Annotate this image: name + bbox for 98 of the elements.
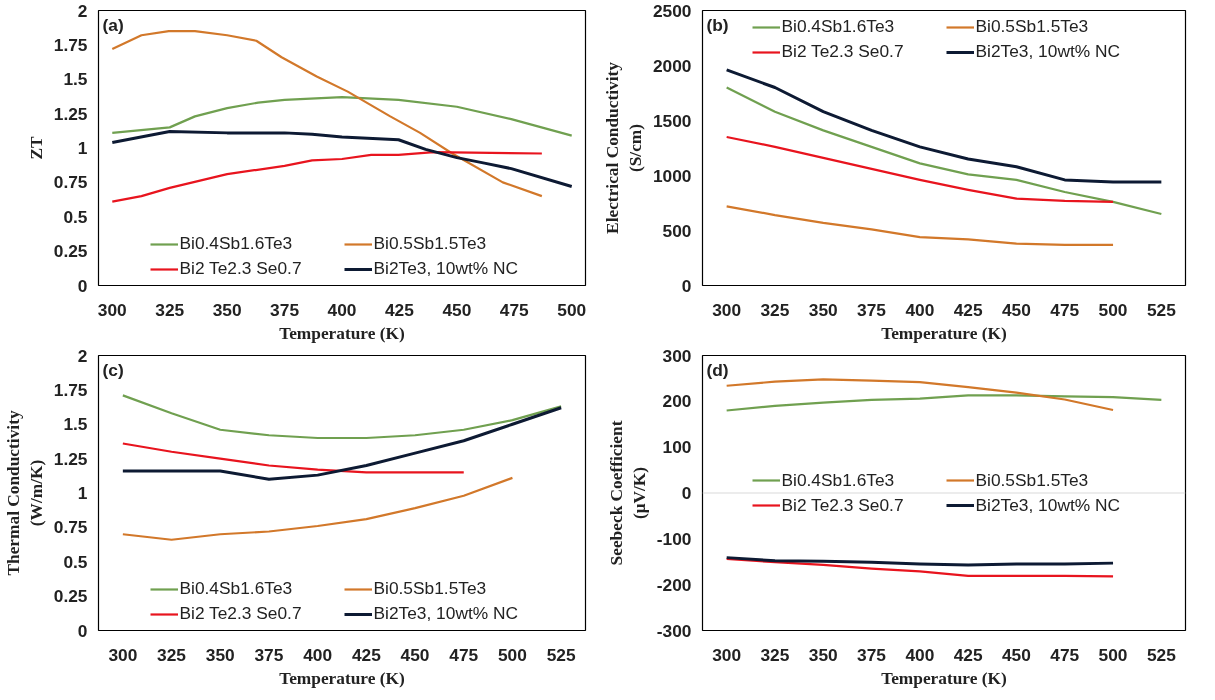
x-tick-label: 475 <box>449 644 479 665</box>
x-tick-label: 400 <box>905 644 935 665</box>
legend-label: Bi0.5Sb1.5Te3 <box>373 233 488 254</box>
x-axis-title: Temperature (K) <box>881 323 1008 343</box>
x-tick-label: 475 <box>1050 644 1080 665</box>
y-tick-label: 0 <box>77 275 88 296</box>
y-tick-label: 1000 <box>652 165 692 186</box>
x-axis-title: Temperature (K) <box>279 323 406 343</box>
x-tick-label: 375 <box>857 644 887 665</box>
x-tick-label: 500 <box>557 299 587 320</box>
x-tick-label: 525 <box>1146 299 1177 320</box>
y-tick-label: 2 <box>77 0 88 21</box>
x-tick-label: 300 <box>108 644 138 665</box>
legend-label: Bi0.4Sb1.6Te3 <box>781 469 896 491</box>
y-tick-label: 300 <box>662 345 692 366</box>
x-tick-label: 500 <box>1098 644 1128 665</box>
y-tick-label: 2 <box>77 345 88 366</box>
y-tick-label: 1 <box>77 138 88 158</box>
x-tick-label: 375 <box>857 299 887 320</box>
legend-label: Bi0.5Sb1.5Te3 <box>975 16 1090 37</box>
legend-label: Bi2 Te2.3 Se0.7 <box>179 603 303 624</box>
legend-label: Bi2 Te2.3 Se0.7 <box>781 41 905 62</box>
legend-label: Bi2 Te2.3 Se0.7 <box>179 258 303 279</box>
y-tick-label: 0 <box>681 483 692 503</box>
x-tick-label: 350 <box>212 299 242 320</box>
y-tick-label: 1.75 <box>53 379 88 400</box>
y-tick-label: -200 <box>656 574 692 595</box>
legend-label: Bi2Te3, 10wt% NC <box>373 258 519 279</box>
x-tick-label: 325 <box>157 644 187 665</box>
x-tick-label: 375 <box>270 299 300 320</box>
x-tick-label: 450 <box>400 644 430 665</box>
y-tick-label: 0.5 <box>63 551 88 572</box>
legend-label: Bi0.5Sb1.5Te3 <box>373 578 488 599</box>
y-tick-label: 0 <box>77 620 88 641</box>
y-tick-label: 1.5 <box>63 69 88 90</box>
y-axis-title: Seebeck Coefficient (μV/K) <box>607 420 649 566</box>
x-tick-label: 450 <box>1001 299 1031 320</box>
y-tick-label: 2500 <box>652 0 692 21</box>
x-tick-label: 425 <box>953 644 983 665</box>
y-tick-label: -100 <box>656 528 692 549</box>
x-tick-label: 400 <box>327 299 357 320</box>
y-axis-title: ZT <box>26 136 46 160</box>
y-axis-title: Electrical Conductivity (S/cm) <box>603 61 645 234</box>
x-axis-title: Temperature (K) <box>279 668 406 688</box>
y-tick-label: 1.5 <box>63 414 88 435</box>
x-tick-label: 400 <box>303 644 333 665</box>
legend-label: Bi2Te3, 10wt% NC <box>373 603 519 624</box>
y-tick-label: 1.75 <box>53 34 88 55</box>
y-tick-label: 0 <box>681 275 692 296</box>
annotation: (c) <box>102 359 124 380</box>
x-tick-label: 450 <box>442 299 472 320</box>
y-tick-label: 200 <box>662 391 692 412</box>
legend-label: Bi0.5Sb1.5Te3 <box>975 469 1090 491</box>
x-tick-label: 525 <box>1146 644 1177 665</box>
x-tick-label: 475 <box>1050 299 1080 320</box>
x-tick-label: 525 <box>546 644 576 665</box>
x-tick-label: 450 <box>1001 644 1031 665</box>
y-tick-label: 100 <box>662 437 692 458</box>
legend-label: Bi0.4Sb1.6Te3 <box>179 233 294 254</box>
x-tick-label: 350 <box>205 644 235 665</box>
y-tick-label: 0.75 <box>53 172 88 193</box>
x-tick-label: 350 <box>808 299 838 320</box>
y-tick-label: -300 <box>656 620 692 641</box>
y-tick-label: 0.5 <box>63 206 88 227</box>
annotation: (a) <box>102 14 124 35</box>
x-tick-label: 350 <box>808 644 838 665</box>
legend-label: Bi2Te3, 10wt% NC <box>975 41 1121 62</box>
legend-label: Bi0.4Sb1.6Te3 <box>179 578 294 599</box>
x-tick-label: 325 <box>155 299 185 320</box>
x-tick-label: 500 <box>497 644 527 665</box>
legend-label: Bi2 Te2.3 Se0.7 <box>781 494 905 516</box>
y-tick-label: 500 <box>662 220 692 241</box>
annotation: (b) <box>706 14 729 35</box>
y-tick-label: 0.75 <box>53 517 88 538</box>
y-tick-label: 2000 <box>652 55 692 76</box>
x-tick-label: 400 <box>905 299 935 320</box>
x-tick-label: 300 <box>97 299 127 320</box>
x-tick-label: 300 <box>712 299 742 320</box>
x-tick-label: 425 <box>384 299 415 320</box>
y-tick-label: 1.25 <box>53 103 88 124</box>
x-tick-label: 325 <box>760 299 790 320</box>
x-tick-label: 425 <box>953 299 983 320</box>
legend-label: Bi0.4Sb1.6Te3 <box>781 16 896 37</box>
x-tick-label: 300 <box>712 644 742 665</box>
x-tick-label: 325 <box>760 644 790 665</box>
y-tick-label: 0.25 <box>53 241 88 262</box>
x-tick-label: 500 <box>1098 299 1128 320</box>
y-tick-label: 1 <box>77 483 88 503</box>
legend-label: Bi2Te3, 10wt% NC <box>975 494 1121 516</box>
y-tick-label: 0.25 <box>53 586 88 607</box>
y-tick-label: 1.25 <box>53 448 88 469</box>
x-tick-label: 425 <box>351 644 382 665</box>
x-axis-title: Temperature (K) <box>881 668 1008 688</box>
y-axis-title: Thermal Conductivity (W/m/K) <box>3 410 46 576</box>
x-tick-label: 475 <box>499 299 530 320</box>
annotation: (d) <box>706 359 729 380</box>
x-tick-label: 375 <box>254 644 284 665</box>
y-tick-label: 1500 <box>652 110 692 131</box>
